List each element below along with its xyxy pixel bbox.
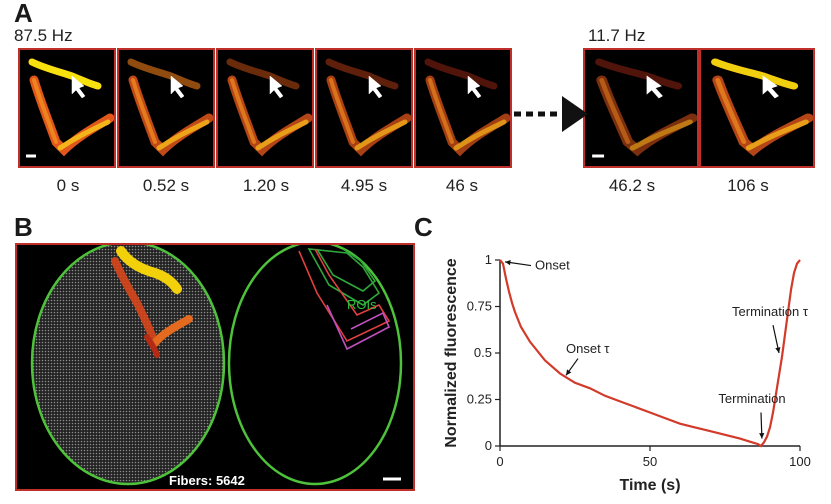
time-label: 0 s xyxy=(56,176,80,195)
microscopy-frame xyxy=(117,48,215,168)
microscopy-frame xyxy=(216,48,314,168)
fibers-count-label: Fibers: 5642 xyxy=(169,473,245,488)
fiber-bundle-image: ROIs Fibers: 5642 xyxy=(15,243,415,491)
time-label: 1.20 s xyxy=(242,176,290,195)
time-label: 0.52 s xyxy=(142,176,190,195)
panel-b-letter: B xyxy=(14,212,33,242)
x-tick-label: 100 xyxy=(789,454,811,469)
annotation-termination: Termination xyxy=(718,391,785,406)
x-tick-label: 0 xyxy=(496,454,503,469)
y-tick-label: 0 xyxy=(485,438,492,453)
frequency-label-left: 87.5 Hz xyxy=(14,26,73,45)
microscopy-frame xyxy=(315,48,413,168)
microscopy-frame xyxy=(18,48,116,168)
x-axis-label: Time (s) xyxy=(619,477,680,494)
y-tick-label: 1 xyxy=(485,252,492,267)
roi-field-right xyxy=(227,245,403,486)
y-tick-label: 0.75 xyxy=(467,299,492,314)
rois-label: ROIs xyxy=(347,297,377,312)
annotation-onset-tau: Onset τ xyxy=(566,341,610,356)
transition-arrow xyxy=(514,96,588,132)
microscopy-frame xyxy=(414,48,512,168)
panel-a-letter: A xyxy=(14,0,33,28)
y-tick-label: 0.5 xyxy=(474,345,492,360)
time-label: 46 s xyxy=(445,176,479,195)
y-axis-label: Normalized fluorescence xyxy=(443,258,460,448)
microscopy-frame xyxy=(583,48,699,168)
frequency-label-right: 11.7 Hz xyxy=(588,26,646,45)
time-label: 106 s xyxy=(727,176,769,195)
time-label: 46.2 s xyxy=(608,176,656,195)
fluorescence-chart: Normalized fluorescence Time (s) 0 50 100 0… xyxy=(443,252,811,494)
annotation-onset: Onset xyxy=(535,258,570,273)
panel-c-letter: C xyxy=(414,212,433,242)
x-tick-label: 50 xyxy=(643,454,657,469)
time-label: 4.95 s xyxy=(340,176,388,195)
fluorescence-series-line xyxy=(499,259,801,448)
microscopy-frame xyxy=(699,48,815,168)
annotation-termination-tau: Termination τ xyxy=(732,304,809,319)
y-tick-label: 0.25 xyxy=(467,392,492,407)
